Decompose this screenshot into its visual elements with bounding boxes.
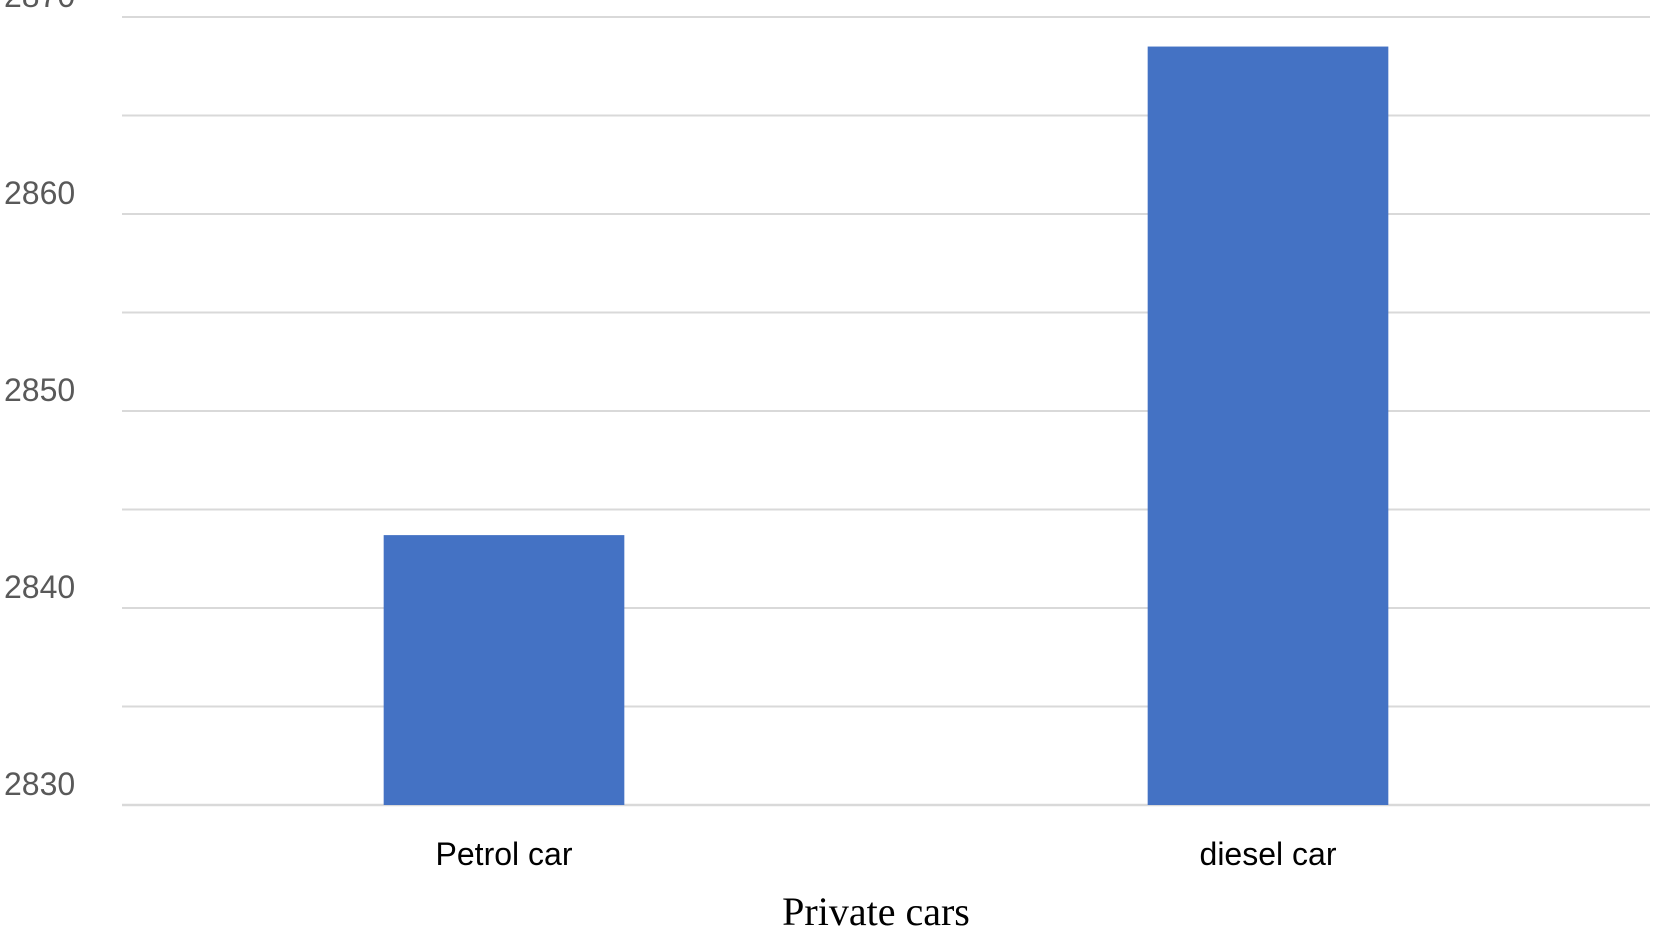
- x-tick-label: diesel car: [1200, 836, 1337, 872]
- x-tick-label: Petrol car: [436, 836, 573, 872]
- y-tick-label: 2840: [4, 569, 75, 605]
- y-tick-label: 2860: [4, 175, 75, 211]
- bar-petrol-car: [383, 535, 625, 805]
- x-axis-ticks: Petrol car diesel car: [436, 836, 1337, 872]
- bar-diesel-car: [1147, 46, 1389, 806]
- bars: [383, 46, 1389, 806]
- y-tick-label: 2870: [4, 0, 75, 14]
- gridlines: [122, 16, 1650, 807]
- y-tick-label: 2830: [4, 766, 75, 802]
- y-tick-label: 2850: [4, 372, 75, 408]
- y-axis-ticks: 2830 2840 2850 2860 2870: [4, 0, 75, 802]
- x-axis-title: Private cars: [782, 889, 970, 934]
